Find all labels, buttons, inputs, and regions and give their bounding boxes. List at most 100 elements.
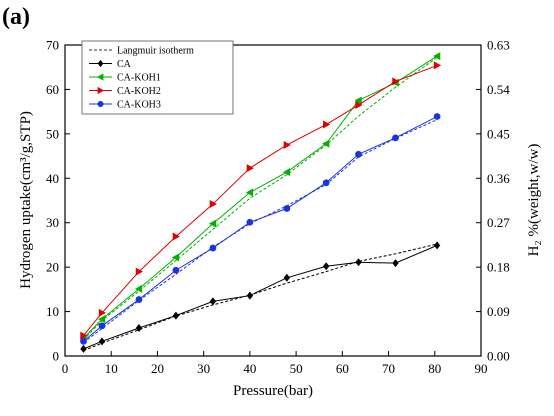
y2-tick-label: 0.63 xyxy=(487,38,510,53)
data-point xyxy=(98,337,106,346)
data-point xyxy=(172,232,180,241)
y-axis-title: Hydrogen uptake(cm³/g,STP) xyxy=(18,111,34,289)
data-point xyxy=(392,259,399,268)
legend-item: CA-KOH2 xyxy=(89,86,161,97)
legend-label: CA-KOH1 xyxy=(117,73,161,84)
data-point xyxy=(135,267,143,276)
y-tick-label: 60 xyxy=(46,82,59,97)
data-point xyxy=(283,273,291,282)
data-point xyxy=(135,324,143,333)
data-point xyxy=(246,218,254,226)
series-ca-koh2 xyxy=(80,61,442,340)
x-tick-label: 80 xyxy=(428,361,441,376)
legend-label: CA-KOH3 xyxy=(117,100,161,111)
data-point xyxy=(209,244,217,252)
data-point xyxy=(282,168,291,177)
y2-axis-title: H₂ %(weight,w/w) xyxy=(526,144,542,257)
x-tick-label: 90 xyxy=(475,361,488,376)
data-point xyxy=(172,266,180,274)
y-tick-label: 70 xyxy=(46,38,59,53)
plot-area xyxy=(64,44,482,357)
data-point xyxy=(96,73,104,81)
data-point xyxy=(433,113,441,120)
y2-tick-label: 0.00 xyxy=(487,349,510,364)
legend-label: CA xyxy=(117,59,132,70)
data-point xyxy=(98,322,106,330)
fit-line-ca-koh1 xyxy=(83,57,438,341)
y-tick-label: 0 xyxy=(53,349,60,364)
data-point xyxy=(433,241,441,250)
panel-label: (a) xyxy=(2,4,30,30)
data-point xyxy=(322,179,330,187)
y-tick-label: 40 xyxy=(46,171,59,186)
data-point xyxy=(80,337,87,345)
data-point xyxy=(97,59,104,68)
data-point xyxy=(355,150,362,158)
data-point xyxy=(354,96,362,105)
data-point xyxy=(283,205,291,212)
x-axis-title: Pressure(bar) xyxy=(233,383,313,399)
data-point xyxy=(135,296,143,303)
plot-frame xyxy=(64,44,482,357)
data-point xyxy=(208,219,217,228)
x-tick-label: 20 xyxy=(151,361,164,376)
data-series xyxy=(79,52,442,353)
x-tick-label: 30 xyxy=(197,361,210,376)
data-point xyxy=(433,52,441,61)
data-point xyxy=(98,308,106,317)
legend-item: Langmuir isotherm xyxy=(89,46,194,57)
data-point xyxy=(322,120,331,129)
data-point xyxy=(322,139,330,148)
data-point xyxy=(322,262,330,271)
data-point xyxy=(80,331,88,340)
data-point xyxy=(246,164,254,173)
data-point xyxy=(355,258,362,267)
legend-item: CA-KOH1 xyxy=(89,73,161,84)
y-axis-left: 0 10 20 30 40 50 60 70 xyxy=(46,38,70,364)
legend: Langmuir isotherm CA CA-KOH1 CA-KOH2 CA-KOH3 xyxy=(81,40,234,115)
data-point xyxy=(433,61,442,70)
data-point xyxy=(134,284,143,293)
y-tick-label: 10 xyxy=(46,304,59,319)
data-point xyxy=(97,86,105,95)
y2-tick-label: 0.54 xyxy=(487,82,510,97)
x-tick-label: 60 xyxy=(336,361,349,376)
data-point xyxy=(209,200,217,209)
y2-tick-label: 0.18 xyxy=(487,260,510,275)
legend-item: CA xyxy=(89,59,132,70)
legend-label: CA-KOH2 xyxy=(117,86,161,97)
y2-tick-label: 0.45 xyxy=(487,126,510,141)
data-point xyxy=(97,100,104,108)
x-tick-label: 40 xyxy=(243,361,256,376)
y-tick-label: 20 xyxy=(46,260,59,275)
legend-label: Langmuir isotherm xyxy=(117,46,194,57)
y2-tick-label: 0.36 xyxy=(487,171,510,186)
data-point xyxy=(172,311,180,320)
data-point xyxy=(80,344,87,353)
y2-tick-label: 0.27 xyxy=(487,215,510,230)
x-tick-label: 0 xyxy=(62,361,69,376)
y-axis-right: 0.00 0.09 0.18 0.27 0.36 0.45 0.54 0.63 xyxy=(476,38,510,364)
data-point xyxy=(171,253,180,262)
data-point xyxy=(245,188,254,197)
x-axis: 0 10 20 30 40 50 60 70 80 90 xyxy=(62,351,488,376)
series-ca xyxy=(80,241,441,353)
fit-line-ca-koh3 xyxy=(83,119,438,344)
series-line xyxy=(83,244,438,350)
data-point xyxy=(355,100,363,109)
x-tick-label: 10 xyxy=(105,361,118,376)
y-tick-label: 50 xyxy=(46,126,59,141)
data-point xyxy=(392,77,400,86)
data-point xyxy=(209,297,217,306)
data-point xyxy=(246,291,254,300)
legend-item: CA-KOH3 xyxy=(89,100,161,111)
x-tick-label: 50 xyxy=(290,361,303,376)
data-point xyxy=(392,134,399,142)
y-tick-label: 30 xyxy=(46,215,59,230)
x-tick-label: 70 xyxy=(382,361,395,376)
y2-tick-label: 0.09 xyxy=(487,304,510,319)
data-point xyxy=(97,315,106,324)
data-point xyxy=(283,140,291,149)
series-ca-koh3 xyxy=(80,113,441,345)
